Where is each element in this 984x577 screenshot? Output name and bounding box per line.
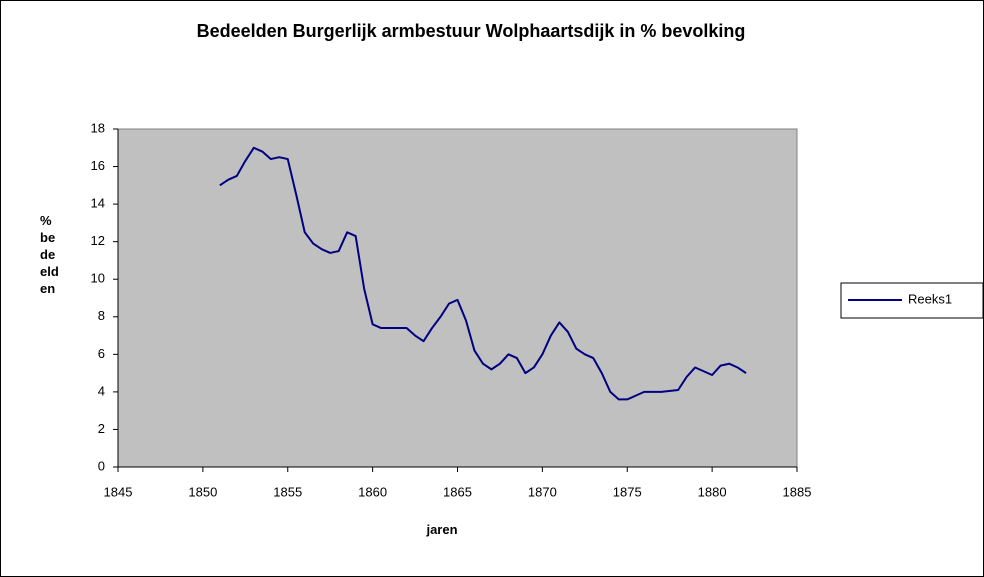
y-tick-label: 18 bbox=[91, 120, 105, 135]
y-tick-label: 16 bbox=[91, 158, 105, 173]
y-tick-label: 10 bbox=[91, 271, 105, 286]
legend-label: Reeks1 bbox=[908, 291, 952, 306]
chart-title: Bedeelden Burgerlijk armbestuur Wolphaar… bbox=[196, 21, 746, 41]
x-tick-label: 1870 bbox=[528, 484, 557, 499]
x-tick-label: 1850 bbox=[188, 484, 217, 499]
y-tick-label: 2 bbox=[98, 421, 105, 436]
y-tick-label: 14 bbox=[91, 196, 105, 211]
x-tick-label: 1855 bbox=[273, 484, 302, 499]
y-tick-label: 0 bbox=[98, 458, 105, 473]
x-tick-label: 1885 bbox=[783, 484, 812, 499]
x-tick-label: 1860 bbox=[358, 484, 387, 499]
x-axis-label: jaren bbox=[426, 522, 458, 537]
x-tick-label: 1845 bbox=[104, 484, 133, 499]
plot-area bbox=[117, 128, 798, 468]
y-tick-label: 4 bbox=[98, 383, 105, 398]
y-tick-label: 6 bbox=[98, 346, 105, 361]
y-axis-label: % bedeelden bbox=[40, 213, 59, 296]
y-tick-label: 8 bbox=[98, 308, 105, 323]
line-series bbox=[219, 146, 747, 401]
x-tick-label: 1880 bbox=[698, 484, 727, 499]
x-tick-label: 1865 bbox=[443, 484, 472, 499]
y-tick-label: 12 bbox=[91, 233, 105, 248]
x-tick-label: 1875 bbox=[613, 484, 642, 499]
